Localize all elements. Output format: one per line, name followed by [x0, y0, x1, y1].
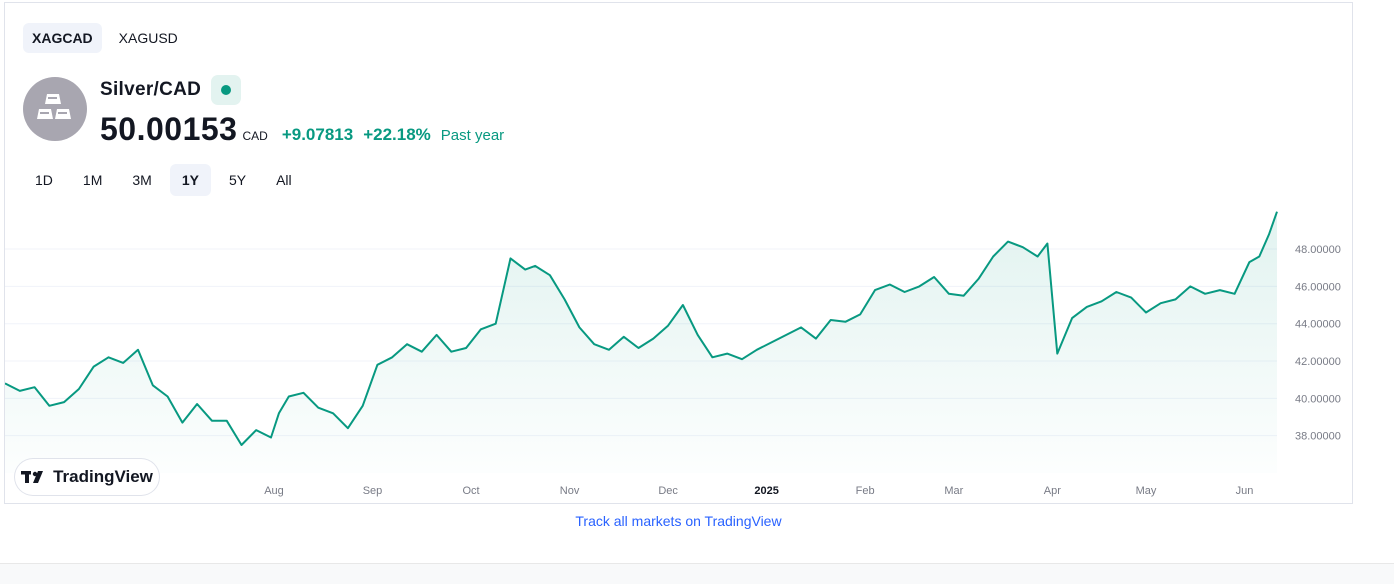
instrument-header: Silver/CAD [100, 75, 242, 105]
x-tick-label: Dec [658, 485, 678, 497]
tradingview-logo[interactable]: TradingView [15, 459, 159, 495]
footer-band [0, 563, 1394, 584]
x-tick-label: 2025 [754, 485, 778, 497]
x-tick-label: May [1136, 485, 1157, 497]
x-tick-label: Mar [944, 485, 963, 497]
tradingview-logo-text: TradingView [53, 467, 153, 486]
chart-widget: XAGCAD XAGUSD Silver/CAD 50.00153 CAD +9… [4, 2, 1353, 504]
x-tick-label: Apr [1044, 485, 1061, 497]
y-tick-label: 48.00000 [1295, 244, 1341, 256]
x-tick-label: Oct [462, 485, 479, 497]
range-tab-5y[interactable]: 5Y [228, 172, 247, 188]
silver-bars-icon [23, 77, 87, 141]
change-absolute: +9.07813 [281, 125, 354, 144]
symbol-tabs: XAGCAD XAGUSD [23, 23, 187, 53]
tab-xagusd[interactable]: XAGUSD [118, 30, 178, 46]
price-chart[interactable]: 38.00000 40.00000 42.00000 44.00000 46.00000… [5, 3, 1352, 503]
range-tab-all[interactable]: All [276, 172, 292, 188]
x-tick-label: Feb [856, 485, 875, 497]
x-tick-label: Jun [1236, 485, 1254, 497]
y-tick-label: 40.00000 [1295, 393, 1341, 405]
change-percent: +22.18% [363, 125, 431, 144]
range-tabs: 1D 1M 3M 1Y 5Y All [23, 164, 304, 196]
y-tick-label: 42.00000 [1295, 356, 1341, 368]
price-row: 50.00153 CAD +9.07813 +22.18% Past year [100, 111, 504, 148]
change-period: Past year [440, 127, 505, 144]
range-tab-1d[interactable]: 1D [35, 172, 53, 188]
x-tick-label: Nov [560, 485, 580, 497]
range-tab-3m[interactable]: 3M [132, 172, 152, 188]
y-tick-label: 46.00000 [1295, 281, 1341, 293]
tab-xagcad[interactable]: XAGCAD [23, 23, 102, 53]
y-tick-label: 38.00000 [1295, 431, 1341, 443]
track-markets-link[interactable]: Track all markets on TradingView [575, 513, 782, 529]
instrument-name: Silver/CAD [100, 79, 202, 100]
tradingview-mark-icon [21, 471, 44, 483]
x-tick-label: Sep [363, 485, 383, 497]
y-tick-label: 44.00000 [1295, 319, 1341, 331]
range-tab-1y[interactable]: 1Y [169, 164, 211, 196]
last-price: 50.00153 [100, 111, 238, 147]
market-status-badge[interactable] [211, 75, 242, 105]
price-area-fill [5, 211, 1277, 473]
range-tab-1m[interactable]: 1M [82, 172, 103, 188]
price-series-line [5, 211, 1278, 446]
currency-label: CAD [242, 129, 268, 143]
status-dot-icon [221, 85, 232, 95]
x-tick-label: Aug [264, 485, 284, 497]
